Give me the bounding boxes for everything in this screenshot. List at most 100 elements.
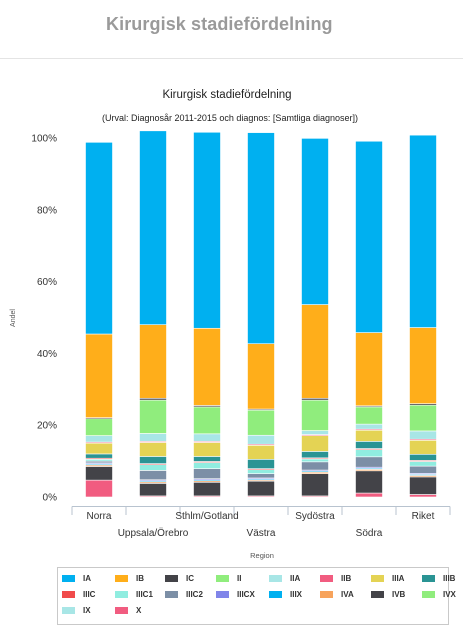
bar-segment-iia xyxy=(193,433,221,442)
legend-item[interactable]: X xyxy=(115,604,141,616)
bar-segment-ib xyxy=(355,332,383,407)
bar-segment-iiib xyxy=(301,451,329,459)
legend-item[interactable]: II xyxy=(216,572,241,584)
bar-segment-ia xyxy=(301,138,329,305)
legend-item[interactable]: IIIC2 xyxy=(165,588,203,600)
legend-label: IIIB xyxy=(443,573,456,583)
bar-segment-ii xyxy=(301,399,329,431)
legend-label: IIA xyxy=(290,573,301,583)
bar-segment-x xyxy=(85,479,113,498)
legend-swatch xyxy=(269,590,282,598)
bar-segment-iiic2 xyxy=(193,468,221,479)
plot-area: 0% 20% 40% 60% 80% 100% Norra Uppsala/Örebro Sth… xyxy=(31,130,451,539)
x-tick-label: Södra xyxy=(356,528,383,539)
bar-segment-x xyxy=(409,494,437,498)
bar-segment-iiia xyxy=(193,442,221,457)
bar-segment-ivb xyxy=(409,476,437,495)
legend-item[interactable]: IX xyxy=(62,604,91,616)
bar-segment-ivb xyxy=(355,470,383,494)
bar-segment-iiib xyxy=(85,453,113,459)
chart-title: Kirurgisk stadiefördelning xyxy=(162,89,291,101)
bar-segment-iiic2 xyxy=(301,461,329,471)
y-tick-label: 20% xyxy=(37,421,57,432)
y-tick-label: 80% xyxy=(37,205,57,216)
legend-item[interactable]: IIICX xyxy=(216,588,255,600)
legend-item[interactable]: IC xyxy=(165,572,194,584)
bar-segment-ib xyxy=(409,327,437,404)
legend-label: IIICX xyxy=(237,589,255,599)
bar-segment-ia xyxy=(193,131,221,329)
legend-item[interactable]: IIIC xyxy=(62,588,95,600)
legend-label: IIIC1 xyxy=(136,589,153,599)
legend-item[interactable]: IIIC1 xyxy=(115,588,153,600)
legend-item[interactable]: IIIB xyxy=(422,572,455,584)
bar-segment-iia xyxy=(301,430,329,435)
legend-item[interactable]: IB xyxy=(115,572,144,584)
bar-segment-iia xyxy=(409,430,437,440)
bar-segment-iiia xyxy=(139,442,167,457)
panel-divider xyxy=(0,58,463,59)
x-tick-label: Sthlm/Gotland xyxy=(175,511,238,522)
legend-swatch xyxy=(371,574,384,582)
legend-label: IIIX xyxy=(290,589,303,599)
legend-label: IIIA xyxy=(392,573,405,583)
legend-swatch xyxy=(320,590,333,598)
legend-label: II xyxy=(237,573,242,583)
bar-segment-iiic1 xyxy=(301,458,329,463)
legend-item[interactable]: IA xyxy=(62,572,91,584)
legend-label: IB xyxy=(136,573,144,583)
bar-segment-ivb xyxy=(301,473,329,497)
legend-item[interactable]: IIA xyxy=(269,572,300,584)
y-tick-label: 40% xyxy=(37,349,57,360)
bar-segment-ivb xyxy=(139,483,167,497)
legend-item[interactable]: IIB xyxy=(320,572,351,584)
legend-item[interactable]: IVB xyxy=(371,588,405,600)
bar-segment-ii xyxy=(193,406,221,435)
bar-segment-ivb xyxy=(247,480,275,497)
bar-segment-ia xyxy=(85,142,113,335)
legend-label: IVB xyxy=(392,589,406,599)
bar-segment-iia xyxy=(247,434,275,445)
y-tick-label: 60% xyxy=(37,277,57,288)
bar-segment-ia xyxy=(139,130,167,325)
bar-segment-iiic1 xyxy=(139,464,167,471)
bar-segment-ib xyxy=(301,304,329,399)
stacked-bar-chart: Kirurgisk stadiefördelning (Urval: Diagn… xyxy=(10,89,451,560)
legend-swatch xyxy=(371,590,384,598)
x-tick-label: Uppsala/Örebro xyxy=(118,527,189,539)
bar-segment-x xyxy=(355,492,383,498)
legend-item[interactable]: IIIA xyxy=(371,572,404,584)
x-tick-label: Västra xyxy=(247,528,276,539)
y-axis-title: Andel xyxy=(10,309,17,327)
legend-swatch xyxy=(165,574,178,582)
bar-segment-iiib xyxy=(193,456,221,462)
legend-label: IA xyxy=(83,573,91,583)
bar-segment-iiia xyxy=(301,435,329,452)
legend-item[interactable]: IVX xyxy=(422,588,456,600)
legend-item[interactable]: IVA xyxy=(320,588,354,600)
legend-label: IIB xyxy=(341,573,352,583)
page-title: Kirurgisk stadiefördelning xyxy=(106,14,333,34)
chart-subtitle: (Urval: Diagnosår 2011-2015 och diagnos:… xyxy=(102,113,358,123)
bar-segment-ii xyxy=(139,399,167,434)
y-tick-label: 0% xyxy=(43,493,58,504)
bar-segment-iia xyxy=(139,433,167,442)
bar-segment-iiic2 xyxy=(409,465,437,474)
legend-swatch xyxy=(422,590,435,598)
legend-swatch xyxy=(320,574,333,582)
legend-label: IVA xyxy=(341,589,354,599)
legend-label: IC xyxy=(186,573,194,583)
bar-segment-iiib xyxy=(247,459,275,469)
bar-segment-iiia xyxy=(247,445,275,460)
bar-segment-iiib xyxy=(139,456,167,464)
bar-segment-ii xyxy=(409,404,437,432)
bar-segment-iia xyxy=(355,423,383,430)
bar-segment-iiib xyxy=(409,453,437,461)
legend-swatch xyxy=(62,574,75,582)
bar-segment-iiic2 xyxy=(247,473,275,479)
bar-segment-iiia xyxy=(355,429,383,442)
legend-swatch xyxy=(115,590,128,598)
y-tick-label: 100% xyxy=(31,134,57,145)
legend-swatch xyxy=(216,590,229,598)
legend-item[interactable]: IIIX xyxy=(269,588,302,600)
